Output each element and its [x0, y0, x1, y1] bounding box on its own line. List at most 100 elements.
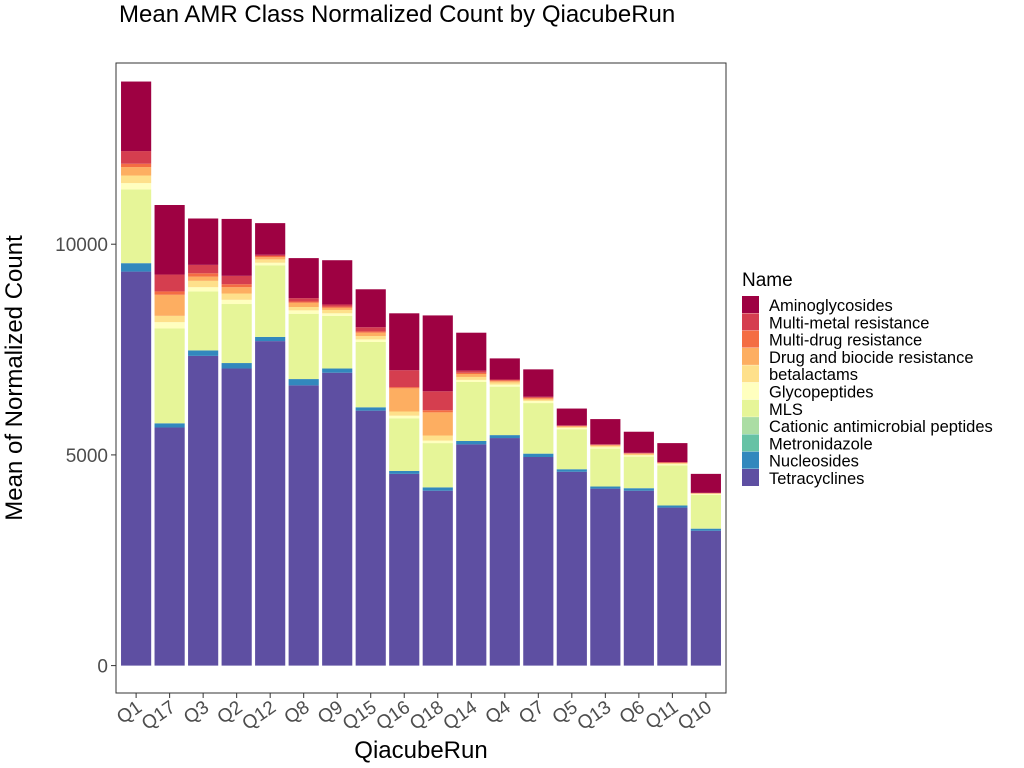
bar-segment-q10-tetracyclines [690, 530, 721, 666]
bar-segment-q4-nucleosides [489, 435, 520, 439]
x-tick-label: Q7 [515, 697, 548, 729]
bar-segment-q3-multi-drug-resistance [188, 273, 219, 277]
y-tick-label: 10000 [55, 235, 108, 256]
bar-segment-q12-tetracyclines [255, 341, 286, 666]
legend-label: Cationic antimicrobial peptides [769, 418, 993, 436]
bar-segment-q5-drug-and-biocide-resistance [556, 426, 587, 428]
bar-segment-q8-glycopeptides [288, 310, 319, 314]
bar-segment-q5-mls [556, 429, 587, 470]
legend-label: MLS [769, 401, 803, 419]
bar-segment-q14-mls [456, 382, 487, 441]
bar-segment-q17-aminoglycosides [154, 205, 185, 275]
bar-segment-q18-drug-and-biocide-resistance [422, 412, 453, 436]
bar-segment-q8-tetracyclines [288, 385, 319, 666]
bar-segment-q18-multi-drug-resistance [422, 410, 453, 413]
bar-segment-q15-glycopeptides [355, 339, 386, 342]
plot-panel-border [115, 62, 727, 694]
bar-segment-q2-multi-drug-resistance [221, 284, 252, 288]
bar-segment-q18-tetracyclines [422, 490, 453, 666]
bar-segment-q12-nucleosides [255, 336, 286, 342]
bar-segment-q16-nucleosides [389, 470, 420, 474]
bar-segment-q14-multi-drug-resistance [456, 372, 487, 374]
bar-segment-q14-tetracyclines [456, 444, 487, 666]
bar-segment-q1-betalactams [121, 175, 152, 184]
bar-segment-q8-betalactams [288, 306, 319, 311]
bar-segment-q9-nucleosides [322, 368, 353, 373]
y-axis-title: Mean of Normalized Count [1, 235, 28, 521]
bar-segment-q15-betalactams [355, 336, 386, 340]
x-tick-label: Q17 [138, 697, 179, 735]
legend-label: Nucleosides [769, 453, 859, 471]
legend-label: Tetracyclines [769, 470, 864, 488]
bar-segment-q1-tetracyclines [121, 271, 152, 666]
bar-segment-q15-aminoglycosides [355, 289, 386, 328]
bar-segment-q11-mls [657, 465, 688, 506]
bar-segment-q13-glycopeptides [590, 447, 621, 449]
bar-segment-q7-tetracyclines [523, 457, 554, 666]
bar-segment-q17-multi-drug-resistance [154, 291, 185, 295]
bar-segment-q5-tetracyclines [556, 471, 587, 666]
bar-segment-q5-aminoglycosides [556, 408, 587, 426]
bar-segment-q14-nucleosides [456, 441, 487, 445]
bar-segment-q17-drug-and-biocide-resistance [154, 294, 185, 316]
bar-segment-q10-aminoglycosides [690, 473, 721, 493]
bar-segment-q2-drug-and-biocide-resistance [221, 287, 252, 294]
bar-segment-q15-drug-and-biocide-resistance [355, 332, 386, 337]
bar-segment-q16-mls [389, 418, 420, 471]
legend-label: Glycopeptides [769, 384, 874, 402]
bar-segment-q17-mls [154, 328, 185, 424]
legend-swatch [742, 417, 759, 435]
bars-layer [121, 81, 721, 666]
bar-segment-q5-glycopeptides [556, 427, 587, 430]
bar-segment-q12-betalactams [255, 259, 286, 263]
bar-segment-q2-tetracyclines [221, 368, 252, 666]
bar-segment-q14-multi-metal-resistance [456, 370, 487, 373]
bar-segment-q15-multi-metal-resistance [355, 327, 386, 332]
bar-segment-q9-multi-drug-resistance [322, 306, 353, 308]
bar-segment-q7-drug-and-biocide-resistance [523, 398, 554, 400]
x-tick-label: Q9 [314, 697, 347, 729]
bar-segment-q8-mls [288, 313, 319, 380]
bar-segment-q9-mls [322, 315, 353, 369]
bar-segment-q2-mls [221, 304, 252, 364]
bar-segment-q2-glycopeptides [221, 299, 252, 305]
bar-segment-q13-betalactams [590, 446, 621, 448]
x-tick-label: Q3 [180, 697, 213, 729]
legend-swatch [742, 313, 759, 331]
bar-segment-q3-tetracyclines [188, 355, 219, 666]
bar-segment-q15-tetracyclines [355, 410, 386, 666]
bar-segment-q4-drug-and-biocide-resistance [489, 381, 520, 383]
bar-segment-q4-multi-metal-resistance [489, 379, 520, 381]
bar-segment-q3-glycopeptides [188, 287, 219, 292]
bar-segment-q1-nucleosides [121, 263, 152, 272]
legend-swatch [742, 382, 759, 400]
bar-segment-q4-aminoglycosides [489, 358, 520, 380]
bar-segment-q8-nucleosides [288, 379, 319, 386]
bar-segment-q3-mls [188, 291, 219, 351]
bar-segment-q1-glycopeptides [121, 183, 152, 190]
x-tick-label: Q12 [239, 697, 280, 735]
x-tick-label: Q4 [482, 697, 515, 729]
x-tick-label: Q2 [214, 697, 247, 729]
bar-segment-q3-betalactams [188, 280, 219, 288]
bar-segment-q12-drug-and-biocide-resistance [255, 257, 286, 260]
bar-segment-q7-mls [523, 403, 554, 454]
bar-segment-q13-mls [590, 448, 621, 487]
legend-label: Drug and biocide resistance [769, 349, 974, 367]
bar-segment-q9-betalactams [322, 309, 353, 314]
legend-swatch [742, 469, 759, 486]
bar-segment-q1-drug-and-biocide-resistance [121, 167, 152, 176]
bar-segment-q11-tetracyclines [657, 507, 688, 666]
bar-segment-q2-nucleosides [221, 363, 252, 369]
bar-segment-q4-betalactams [489, 382, 520, 385]
bar-segment-q14-aminoglycosides [456, 332, 487, 371]
bar-segment-q13-nucleosides [590, 486, 621, 489]
bar-segment-q6-drug-and-biocide-resistance [623, 453, 654, 455]
bar-segment-q2-aminoglycosides [221, 218, 252, 276]
bar-segment-q1-aminoglycosides [121, 81, 152, 152]
bar-segment-q3-aminoglycosides [188, 218, 219, 265]
legend-swatch [742, 365, 759, 383]
